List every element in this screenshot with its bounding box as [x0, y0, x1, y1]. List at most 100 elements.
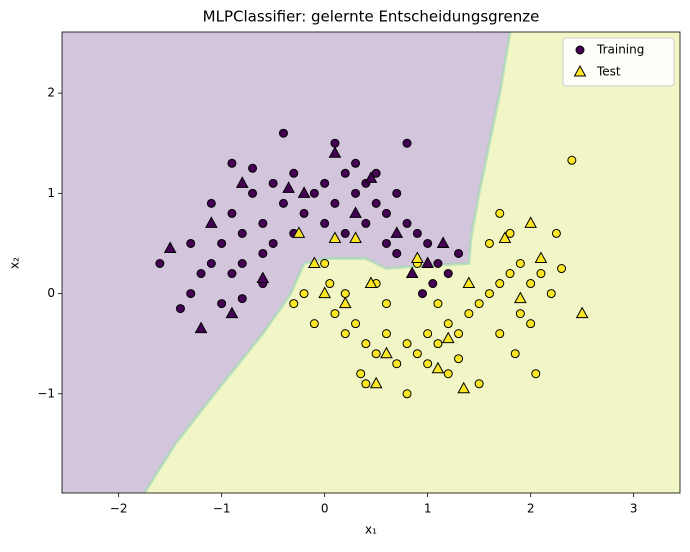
training-point: [536, 269, 546, 279]
training-point: [237, 294, 247, 304]
training-point: [268, 238, 278, 248]
training-point: [227, 158, 237, 168]
test-point: [457, 381, 471, 394]
training-point: [155, 259, 165, 269]
training-point: [340, 228, 350, 238]
test-point: [235, 176, 249, 188]
y-tick-label: −1: [37, 386, 55, 400]
training-point: [361, 379, 371, 389]
training-point: [206, 259, 216, 269]
training-point: [402, 339, 412, 349]
test-point: [225, 306, 239, 319]
training-point: [526, 319, 536, 329]
training-point: [495, 329, 505, 339]
test-point: [205, 216, 218, 228]
training-point: [484, 289, 494, 299]
test-point: [282, 181, 295, 193]
training-point: [340, 329, 350, 339]
training-point: [299, 289, 309, 299]
training-point: [278, 128, 288, 138]
test-point: [462, 276, 476, 289]
training-point: [412, 228, 422, 238]
training-point: [381, 238, 391, 248]
test-point: [349, 206, 362, 218]
training-point: [423, 359, 433, 369]
test-point: [194, 321, 208, 334]
training-point: [381, 208, 391, 218]
training-point: [258, 218, 268, 228]
test-point: [514, 291, 527, 304]
test-point: [328, 231, 342, 243]
training-point: [515, 259, 525, 269]
training-point: [248, 188, 258, 198]
training-point: [309, 188, 319, 198]
training-point: [546, 289, 556, 299]
test-point: [436, 236, 450, 248]
training-point: [371, 349, 381, 359]
test-point: [308, 256, 321, 269]
test-point: [256, 271, 270, 284]
test-point: [297, 186, 311, 198]
training-point: [320, 259, 330, 269]
training-point: [371, 198, 381, 208]
region-class-0: [62, 32, 511, 493]
test-point: [421, 256, 434, 269]
training-point: [495, 208, 505, 218]
x-axis-label: x₁: [365, 523, 377, 537]
training-point: [551, 228, 561, 238]
training-point: [567, 155, 577, 165]
training-point: [340, 289, 350, 299]
training-point: [361, 218, 371, 228]
training-point: [217, 238, 227, 248]
training-point: [361, 339, 371, 349]
x-tick-label: 2: [527, 502, 535, 516]
x-tick-label: −1: [213, 502, 231, 516]
training-point: [299, 208, 309, 218]
training-point: [237, 228, 247, 238]
test-point: [431, 361, 445, 374]
training-point: [423, 238, 433, 248]
training-point: [381, 329, 391, 339]
training-point: [371, 168, 381, 178]
test-point: [405, 266, 419, 279]
training-point: [206, 198, 216, 208]
training-point: [484, 238, 494, 248]
training-point: [381, 299, 391, 309]
training-point: [330, 309, 340, 319]
test-point: [369, 376, 383, 389]
test-point: [163, 241, 177, 253]
training-point: [428, 279, 438, 289]
training-point: [186, 238, 196, 248]
test-point: [380, 346, 393, 359]
training-point: [289, 299, 299, 309]
x-tick-label: −2: [110, 502, 128, 516]
decision-boundary: [143, 31, 512, 494]
test-point: [364, 276, 378, 289]
training-point: [443, 369, 453, 379]
test-point: [411, 251, 424, 263]
training-point: [330, 198, 340, 208]
training-point: [454, 329, 464, 339]
training-point: [495, 279, 505, 289]
x-tick-label: 0: [321, 502, 329, 516]
training-point: [412, 349, 422, 359]
test-point: [292, 226, 306, 238]
training-point: [340, 168, 350, 178]
training-point: [320, 218, 330, 228]
training-point: [175, 304, 185, 314]
test-point: [328, 146, 342, 158]
training-point: [258, 248, 268, 258]
test-point: [441, 331, 455, 344]
training-point: [237, 259, 247, 269]
training-point: [392, 188, 402, 198]
training-point: [454, 354, 464, 364]
training-point: [510, 349, 520, 359]
training-point: [418, 289, 427, 299]
training-point: [531, 369, 541, 379]
training-point: [392, 359, 402, 369]
training-point: [454, 248, 464, 258]
y-tick-label: 1: [47, 186, 55, 200]
training-point: [515, 309, 525, 319]
test-point: [524, 216, 537, 228]
